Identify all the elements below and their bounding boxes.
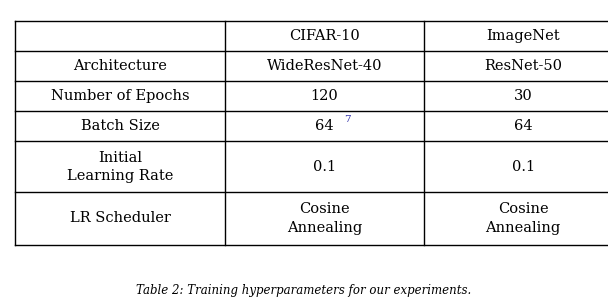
Text: LR Scheduler: LR Scheduler — [70, 211, 170, 226]
Text: ImageNet: ImageNet — [486, 29, 560, 43]
Text: ResNet-50: ResNet-50 — [484, 59, 562, 73]
Text: Initial
Learning Rate: Initial Learning Rate — [67, 151, 173, 183]
Text: CIFAR-10: CIFAR-10 — [289, 29, 360, 43]
Text: 7: 7 — [344, 115, 351, 124]
Text: Number of Epochs: Number of Epochs — [50, 89, 190, 103]
Text: 120: 120 — [311, 89, 338, 103]
Text: Table 2: Training hyperparameters for our experiments.: Table 2: Training hyperparameters for ou… — [136, 284, 472, 297]
Text: 64: 64 — [315, 119, 334, 133]
Text: 0.1: 0.1 — [511, 160, 535, 174]
Text: 64: 64 — [514, 119, 533, 133]
Text: Cosine
Annealing: Cosine Annealing — [486, 202, 561, 235]
Text: Batch Size: Batch Size — [81, 119, 159, 133]
Text: 0.1: 0.1 — [313, 160, 336, 174]
Text: 30: 30 — [514, 89, 533, 103]
Text: Architecture: Architecture — [73, 59, 167, 73]
Text: WideResNet-40: WideResNet-40 — [267, 59, 382, 73]
Text: Cosine
Annealing: Cosine Annealing — [287, 202, 362, 235]
